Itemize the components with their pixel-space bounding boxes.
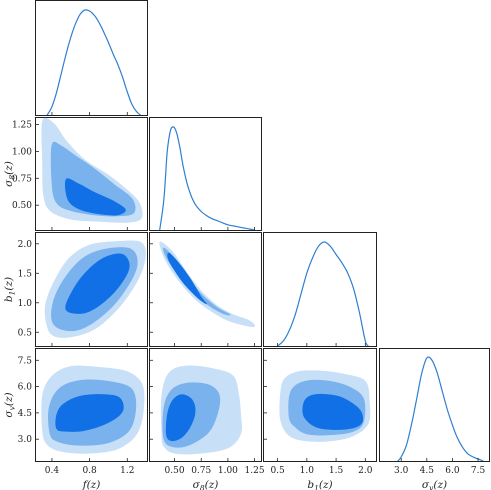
x-tick-label: 1.2: [120, 466, 134, 476]
y-tick-label: 1.25: [12, 121, 32, 131]
axis-label-sigmav: σv(z): [3, 392, 17, 417]
axis-label-sigmav: σv(z): [422, 479, 447, 490]
panel-f-sigmav: [35, 348, 148, 462]
contour-outer-sigma8-b1: [159, 241, 255, 327]
axis-label-sigma8: σ8(z): [3, 161, 17, 187]
y-tick-label: 6.0: [18, 383, 33, 393]
y-axis-label-group: σv(z): [3, 392, 17, 417]
y-tick-label: 1.5: [18, 269, 33, 279]
contour-inner-f-sigma8: [64, 178, 126, 216]
y-tick-label: 2.0: [18, 240, 33, 250]
y-tick-label: 3.0: [18, 435, 33, 445]
panel-frame: [35, 0, 148, 116]
panel-f-sigma8: [35, 117, 148, 231]
panel-sigma8-sigmav: [149, 348, 262, 462]
x-tick-label: 0.5: [270, 466, 285, 476]
contour-inner-f-sigmav: [55, 394, 124, 432]
panel-frame: [149, 117, 262, 231]
axis-label-sigma8: σ8(z): [193, 479, 219, 490]
x-tick-label: 1.5: [329, 466, 344, 476]
marginal-curve-sigmav: [397, 356, 484, 462]
y-tick-label: 7.5: [18, 356, 33, 366]
x-tick-label: 1.0: [300, 466, 315, 476]
panel-frame: [149, 232, 262, 347]
panel-sigma8-marginal: [149, 117, 262, 231]
panel-f-b1: [35, 232, 148, 347]
marginal-curve-sigma8: [159, 126, 255, 231]
y-axis-label-group: σ8(z): [3, 161, 17, 187]
panel-frame: [35, 232, 148, 347]
panel-sigmav-marginal: [379, 348, 490, 462]
x-tick-label: 7.5: [471, 466, 486, 476]
x-tick-label: 3.0: [394, 466, 409, 476]
panel-frame: [263, 348, 377, 462]
y-tick-label: 0.75: [12, 174, 32, 184]
y-tick-label: 1.0: [18, 299, 33, 309]
y-tick-label: 0.5: [18, 328, 33, 338]
x-tick-label: 0.4: [45, 466, 60, 476]
contour-inner-f-b1: [65, 253, 130, 314]
panel-frame: [35, 117, 148, 231]
panel-b1-sigmav: [263, 348, 377, 462]
marginal-curve-f: [46, 9, 141, 116]
x-tick-label: 2.0: [358, 466, 373, 476]
y-tick-label: 1.00: [12, 147, 32, 157]
panel-b1-marginal: [263, 232, 377, 347]
axis-label-b1: b1(z): [307, 479, 332, 490]
panels-layer: [35, 0, 490, 462]
y-tick-label: 0.50: [12, 201, 32, 211]
x-tick-label: 0.75: [191, 466, 211, 476]
panel-frame: [35, 348, 148, 462]
x-tick-label: 0.8: [82, 466, 97, 476]
x-tick-label: 4.5: [420, 466, 435, 476]
panel-frame: [149, 348, 262, 462]
y-tick-label: 4.5: [18, 409, 33, 419]
panel-frame: [379, 348, 490, 462]
axis-labels-layer: 0.4 0.8 1.2 0.50 0.75 1.00 1.25 0.5 1.0 1.5 2.0 3.0…: [3, 121, 485, 490]
contour-inner-sigma8-sigmav: [165, 394, 196, 442]
marginal-curve-b1: [277, 241, 369, 347]
x-tick-label: 1.00: [218, 466, 238, 476]
contour-inner-b1-sigmav: [302, 393, 364, 430]
x-tick-label: 0.50: [165, 466, 185, 476]
panel-f-marginal: [35, 0, 148, 116]
y-axis-label-group: b1(z): [3, 277, 17, 302]
axis-label-f: f(z): [82, 479, 101, 490]
x-tick-label: 1.25: [245, 466, 265, 476]
x-tick-label: 6.0: [445, 466, 460, 476]
contour-inner-sigma8-b1: [167, 252, 207, 305]
axis-label-b1: b1(z): [3, 277, 17, 302]
panel-frame: [263, 232, 377, 347]
panel-sigma8-b1: [149, 232, 262, 347]
